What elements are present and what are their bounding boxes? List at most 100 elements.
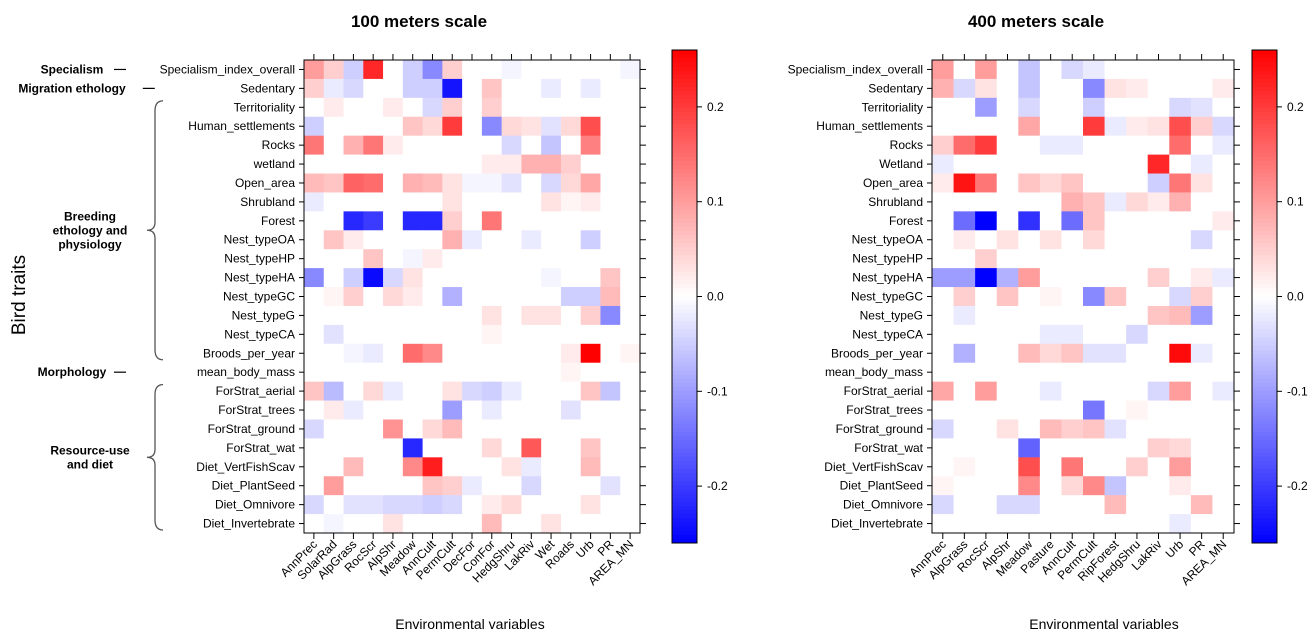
heatmap-cell <box>442 495 463 515</box>
colorbar-segment <box>1252 506 1277 511</box>
heatmap-cell <box>1104 495 1127 515</box>
heatmap-cell <box>932 249 954 269</box>
row-label: Broods_per_year <box>831 346 923 360</box>
heatmap-cell <box>304 514 325 534</box>
colorbar-segment <box>1252 497 1277 503</box>
colorbar-segment <box>672 386 697 392</box>
colorbar-segment <box>672 530 697 536</box>
heatmap-cell <box>1169 324 1192 345</box>
heatmap-cell <box>383 476 404 496</box>
heatmap-cell <box>481 135 503 155</box>
colorbar-segment <box>672 321 697 326</box>
heatmap-cell <box>1061 116 1084 137</box>
heatmap-cell <box>501 305 522 326</box>
heatmap-cell <box>402 362 423 383</box>
heatmap-cell <box>932 173 954 193</box>
heatmap-cell <box>1083 135 1105 155</box>
colorbar-segment <box>1252 501 1277 507</box>
heatmap-cell <box>975 362 998 383</box>
heatmap-cell <box>1039 305 1062 326</box>
colorbar-segment <box>1252 259 1277 265</box>
colorbar-segment <box>1252 115 1277 121</box>
heatmap-cell <box>560 135 582 155</box>
heatmap-cell <box>323 154 344 174</box>
heatmap-cell <box>600 154 621 174</box>
heatmap-cell <box>363 268 384 288</box>
heatmap-cell <box>620 60 641 80</box>
heatmap-cell <box>383 438 404 458</box>
heatmap-cell <box>304 97 325 118</box>
row-label: Broods_per_year <box>203 346 295 360</box>
colorbar-segment <box>672 251 697 256</box>
heatmap-cell <box>1126 60 1149 80</box>
colorbar-segment <box>672 82 697 88</box>
group-bracket <box>146 383 164 531</box>
colorbar-segment <box>1252 280 1277 285</box>
heatmap-cell <box>932 457 954 477</box>
heatmap-cell <box>953 78 976 99</box>
colorbar-segment <box>1252 317 1277 322</box>
heatmap-cell <box>1169 116 1192 137</box>
heatmap-cell <box>1147 381 1170 401</box>
heatmap-cell <box>1083 116 1105 137</box>
colorbar-segment <box>1252 333 1277 339</box>
colorbar-segment <box>1252 271 1277 277</box>
heatmap-cell <box>560 514 582 534</box>
heatmap-cell <box>1039 116 1062 137</box>
column-labels: AnnPrecAlpGrassRocScrAlpShrMeadowPasture… <box>906 537 1229 588</box>
heatmap-cell <box>1212 495 1235 515</box>
colorbar-segment <box>1252 312 1277 318</box>
heatmap-cell <box>560 457 582 477</box>
heatmap-cell <box>343 287 364 307</box>
heatmap-cell <box>343 400 364 420</box>
heatmap-cell <box>304 268 325 288</box>
heatmap-cell <box>442 173 463 193</box>
colorbar-segment <box>1252 226 1277 232</box>
heatmap-cell <box>422 78 443 99</box>
heatmap-cell <box>363 135 384 155</box>
heatmap-cell <box>560 438 582 458</box>
colorbar-segment <box>672 485 697 491</box>
heatmap-cell <box>363 400 384 420</box>
heatmap-cell <box>462 173 483 193</box>
colorbar-segment <box>1252 358 1277 363</box>
heatmap-cell <box>580 60 601 80</box>
heatmap-cell <box>304 192 325 212</box>
colorbar-segment <box>672 202 697 207</box>
heatmap-cell <box>383 116 404 137</box>
heatmap-cell <box>481 249 503 269</box>
colorbar-segment <box>1252 448 1277 454</box>
heatmap-cell <box>1083 362 1105 383</box>
colorbar-segment <box>672 501 697 507</box>
colorbar-segment <box>1252 304 1277 310</box>
heatmap-cell <box>1018 381 1041 401</box>
heatmap-cell <box>1061 230 1084 250</box>
heatmap-cell <box>481 438 503 458</box>
heatmap-cell <box>1212 381 1235 401</box>
heatmap-cell <box>383 60 404 80</box>
heatmap-cell <box>323 438 344 458</box>
row-label: Nest_typeOA <box>224 233 295 247</box>
heatmap-cell <box>481 400 503 420</box>
heatmap-cell <box>1083 249 1105 269</box>
colorbar-segment <box>672 271 697 277</box>
colorbar-segment <box>672 473 697 478</box>
heatmap-cell <box>932 362 954 383</box>
heatmap-cell <box>996 381 1019 401</box>
heatmap-cell <box>600 343 621 364</box>
heatmap-cell <box>1212 60 1235 80</box>
heatmap-cell <box>363 60 384 80</box>
heatmap-cell <box>541 400 562 420</box>
heatmap-cell <box>1061 495 1084 515</box>
heatmap-cell <box>481 116 503 137</box>
heatmap-cell <box>600 400 621 420</box>
heatmap-cell <box>1039 249 1062 269</box>
colorbar-segment <box>672 522 697 528</box>
colorbar-tick-label: 0.2 <box>707 100 724 114</box>
heatmap-cell <box>975 324 998 345</box>
heatmap-cell <box>932 438 954 458</box>
row-labels: Specialism_index_overall Sedentary Territo… <box>788 62 924 530</box>
heatmap-cell <box>521 230 542 250</box>
heatmap-cell <box>422 324 443 345</box>
heatmap-cell <box>1147 173 1170 193</box>
